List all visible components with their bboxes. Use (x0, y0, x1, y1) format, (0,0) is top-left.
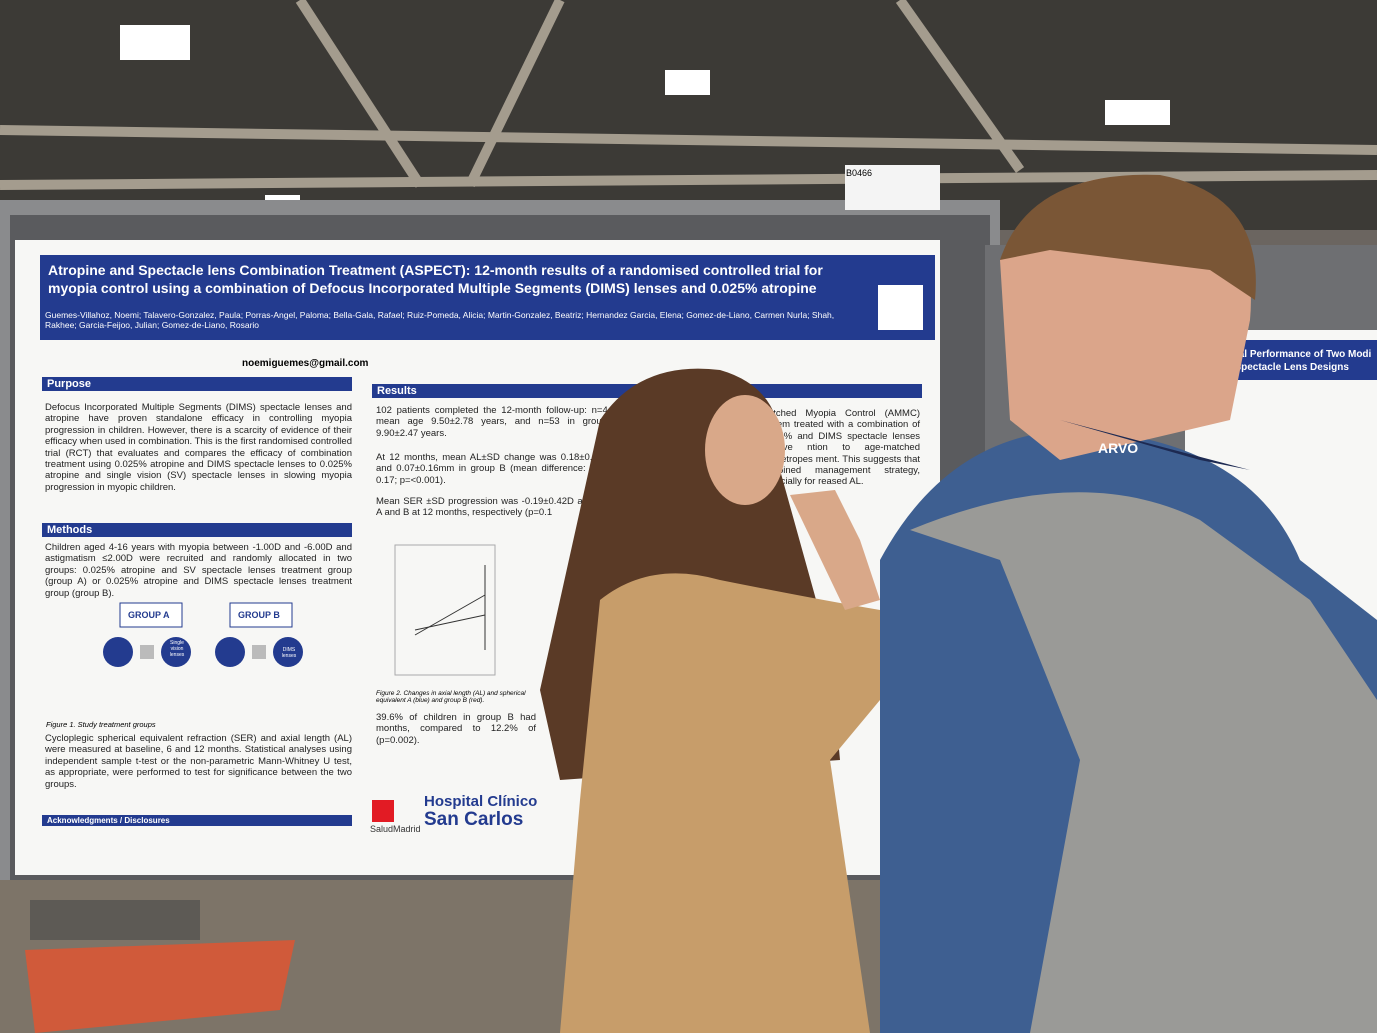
email: noemiguemes@gmail.com (242, 358, 369, 369)
logo-mark (372, 800, 394, 822)
analysis-text: Cycloplegic spherical equivalent refract… (45, 733, 352, 790)
group-item: Single vision lenses (169, 640, 185, 658)
group-icons (103, 602, 303, 667)
group-label: GROUP B (238, 610, 280, 620)
chair (25, 900, 295, 1033)
results-text: 39.6% of children in group B had months,… (376, 712, 536, 746)
man (880, 174, 1377, 1033)
methods-text: Children aged 4-16 years with myopia bet… (45, 542, 352, 599)
right-poster-title: the Visual Performance of Two Modi (DIMS… (1200, 349, 1372, 373)
badge-text: ARVO (1098, 440, 1139, 456)
group-item: DIMS lenses (281, 647, 297, 659)
ack-heading: Acknowledgments / Disclosures (42, 815, 352, 826)
figure-caption: Figure 1. Study treatment groups (46, 720, 156, 729)
poster-authors: Guemes-Villahoz, Noemi; Talavero-Gonzale… (45, 310, 835, 331)
group-label: GROUP A (128, 610, 170, 620)
chart-figure (394, 544, 496, 676)
results-text: Mean SER ±SD progression was -0.19±0.42D… (376, 496, 621, 519)
figure-caption: Figure 2. Changes in axial length (AL) a… (376, 690, 526, 704)
methods-heading: Methods (42, 523, 352, 537)
lights (120, 25, 1170, 227)
results-text: 102 patients completed the 12-month foll… (376, 405, 621, 439)
logo-line: San Carlos (424, 809, 524, 830)
purpose-text: Defocus Incorporated Multiple Segments (… (45, 402, 352, 493)
purpose-heading: Purpose (42, 377, 352, 391)
results-text: Matched Myopia Control (AMMC) system tre… (760, 408, 920, 488)
poster-title: Atropine and Spectacle lens Combination … (48, 262, 823, 296)
title-banner (40, 255, 935, 340)
logo-line: Hospital Clínico (424, 793, 538, 810)
sign-code: B0466 (846, 168, 873, 178)
qr-code (878, 285, 923, 330)
woman (540, 368, 880, 1033)
sign (845, 165, 940, 210)
logo-region: SaludMadrid (370, 824, 421, 834)
results-text: At 12 months, mean AL±SD change was 0.18… (376, 452, 621, 486)
